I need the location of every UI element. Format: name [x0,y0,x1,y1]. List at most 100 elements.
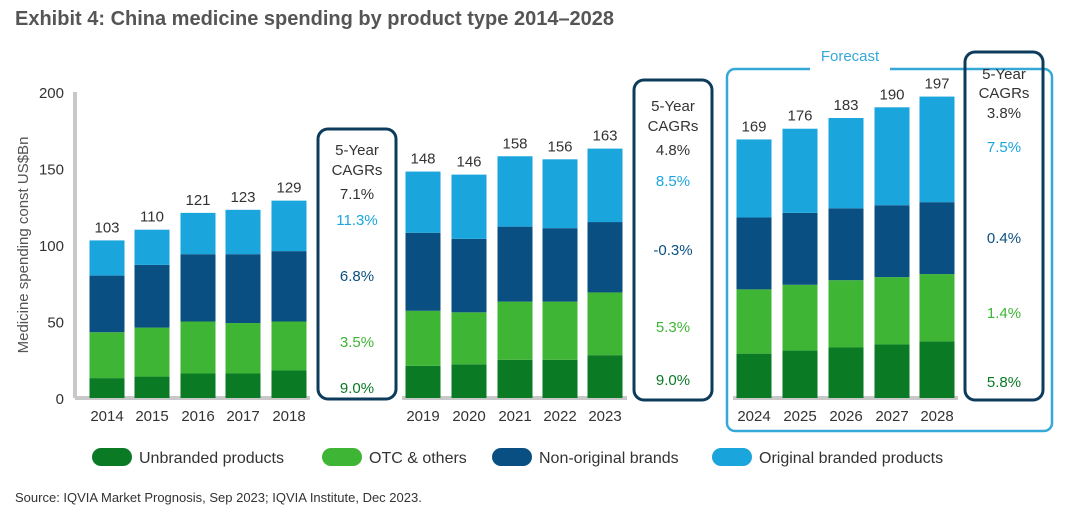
cagr-heading: CAGRs [648,118,699,135]
bar-segment-original [405,171,441,233]
cagr-heading: CAGRs [332,162,383,179]
bar-total-label: 158 [502,135,527,152]
bar-segment-otc [225,323,261,374]
cagr-total: 4.8% [656,142,690,159]
bar-total-label: 169 [741,118,766,135]
bar-segment-original [497,156,533,227]
bar-segment-unbranded [874,344,910,398]
bar-segment-otc [874,277,910,345]
bar-segment-unbranded [782,350,818,398]
forecast-label: Forecast [821,48,880,65]
bar-total-label: 146 [456,154,481,171]
y-tick-label: 200 [39,85,64,102]
x-tick-label: 2023 [588,408,621,425]
cagr-non-original-brands: 6.8% [340,268,374,285]
x-tick-label: 2024 [737,408,770,425]
bar-segment-non-original [451,238,487,313]
cagr-original-branded: 7.5% [987,139,1021,156]
bar-segment-original [225,209,261,255]
legend-label: Non-original brands [539,450,679,467]
bar-total-label: 183 [833,97,858,114]
bar-total-label: 163 [592,128,617,145]
bar-segment-original [782,128,818,213]
legend-label: Original branded products [759,450,943,467]
cagr-otc-others: 5.3% [656,319,690,336]
bar-segment-otc [451,312,487,365]
cagr-otc-others: 3.5% [340,334,374,351]
bar-total-label: 148 [410,151,435,168]
bar-segment-otc [405,310,441,366]
bar-total-label: 176 [787,108,812,125]
bar-segment-original [919,96,955,203]
bar-total-label: 110 [140,209,164,226]
legend-label: OTC & others [369,450,467,467]
legend-swatch [712,448,752,466]
bar-segment-otc [134,327,170,377]
x-tick-label: 2020 [452,408,485,425]
cagr-non-original-brands: 0.4% [987,230,1021,247]
cagr-unbranded: 5.8% [987,374,1021,391]
bar-segment-non-original [828,208,864,281]
bar-segment-original [874,107,910,206]
bar-segment-non-original [225,254,261,324]
bar-total-label: 197 [924,76,949,93]
cagr-box [316,127,398,401]
x-tick-label: 2018 [272,408,305,425]
bar-segment-otc [271,321,307,371]
cagr-otc-others: 1.4% [987,305,1021,322]
bar-total-label: 190 [879,86,904,103]
bar-segment-non-original [874,205,910,278]
bar-segment-unbranded [405,365,441,398]
bar-segment-non-original [134,264,170,328]
bar-segment-otc [89,332,125,379]
legend-swatch [322,448,362,466]
x-tick-label: 2022 [543,408,576,425]
bar-segment-unbranded [271,370,307,398]
bar-segment-unbranded [134,376,170,398]
cagr-box [632,78,714,402]
bar-segment-original [451,174,487,239]
x-tick-label: 2015 [135,408,168,425]
bar-segment-unbranded [180,373,216,398]
x-tick-label: 2026 [829,408,862,425]
bar-segment-otc [782,284,818,351]
cagr-original-branded: 8.5% [656,173,690,190]
bar-segment-non-original [542,228,578,302]
x-tick-label: 2025 [783,408,816,425]
bar-segment-non-original [405,232,441,311]
bar-segment-original [180,212,216,255]
y-tick-label: 100 [39,238,64,255]
x-tick-label: 2027 [875,408,908,425]
bar-segment-non-original [271,251,307,322]
y-axis-label: Medicine spending const US$Bn [15,137,32,354]
bar-total-label: 121 [185,192,210,209]
cagr-non-original-brands: -0.3% [653,242,692,259]
bar-segment-non-original [587,222,623,293]
bar-segment-original [134,229,170,265]
cagr-box [963,50,1045,402]
bar-segment-unbranded [89,378,125,398]
bar-segment-original [828,118,864,209]
bar-segment-non-original [497,226,533,302]
bar-segment-original [89,240,125,276]
bar-segment-original [587,148,623,223]
cagr-heading: CAGRs [979,85,1030,102]
bar-total-label: 129 [276,180,301,197]
x-tick-label: 2016 [181,408,214,425]
bar-segment-unbranded [736,353,772,398]
bar-segment-non-original [782,212,818,285]
bar-total-label: 123 [230,189,255,206]
bar-segment-original [736,139,772,218]
bar-segment-otc [542,301,578,360]
bar-segment-unbranded [542,359,578,398]
y-tick-label: 50 [47,315,64,332]
bar-segment-otc [919,274,955,342]
y-tick-label: 0 [56,391,64,408]
x-tick-label: 2021 [498,408,531,425]
x-tick-label: 2014 [90,408,123,425]
bar-segment-unbranded [451,364,487,398]
bar-segment-unbranded [828,347,864,398]
y-tick-label: 150 [39,162,64,179]
cagr-heading: 5-Year [651,98,695,115]
bar-segment-unbranded [587,355,623,398]
